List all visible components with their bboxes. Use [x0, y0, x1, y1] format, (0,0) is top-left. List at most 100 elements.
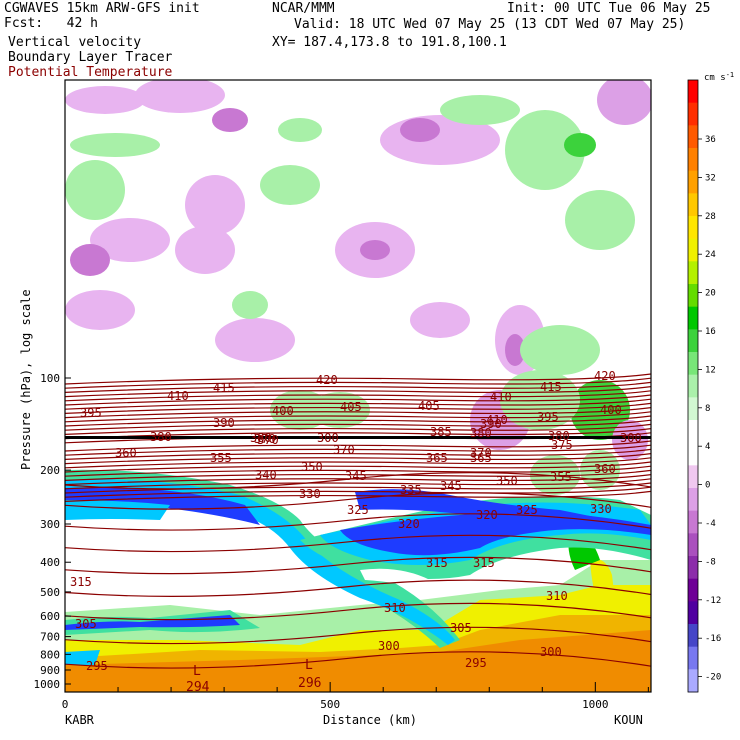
theta-label: 420	[316, 373, 338, 387]
theta-contour	[65, 465, 651, 477]
potential-temperature-contours	[65, 373, 651, 669]
theta-label: 355	[550, 470, 572, 484]
y-tick-label: 200	[40, 464, 60, 477]
theta-label: 325	[516, 503, 538, 517]
velocity-contour	[70, 244, 110, 276]
theta-contour	[65, 469, 651, 481]
fcst-value: 42 h	[66, 16, 98, 31]
colorbar-swatch	[688, 420, 698, 444]
colorbar-label: 20	[705, 289, 716, 299]
theta-label: 370	[254, 432, 276, 446]
theta-contour	[65, 428, 651, 440]
theta-contour	[65, 415, 651, 427]
theta-label: 330	[299, 487, 321, 501]
theta-contour	[65, 440, 651, 452]
theta-contour	[65, 602, 651, 621]
velocity-contour	[564, 133, 596, 157]
velocity-contour	[505, 110, 585, 190]
colorbar-label: 4	[705, 442, 710, 452]
y-tick-label: 400	[40, 556, 60, 569]
theta-label: 410	[490, 390, 512, 404]
colorbar-swatch	[688, 329, 698, 353]
velocity-contour	[310, 392, 370, 428]
plot-frame	[64, 79, 652, 693]
theta-label: 410	[486, 413, 508, 427]
colorbar-swatch	[688, 488, 698, 512]
theta-label: 390	[213, 416, 235, 430]
theta-label: 315	[70, 575, 92, 589]
theta-contour	[65, 398, 651, 410]
theta-label: 310	[384, 601, 406, 615]
theta-label: 385	[430, 425, 452, 439]
velocity-contour	[90, 218, 170, 262]
colorbar-swatch	[688, 170, 698, 194]
colorbar-swatch	[688, 193, 698, 217]
theta-contour	[65, 423, 651, 435]
theta-contour	[65, 472, 651, 490]
x-tick-label: 1000	[582, 698, 609, 711]
theta-label: 300	[378, 639, 400, 653]
theta-contour	[65, 513, 651, 531]
velocity-contour	[65, 290, 135, 330]
x-tick-label: 500	[320, 698, 340, 711]
theta-contour	[65, 492, 651, 510]
velocity-contour	[135, 80, 225, 113]
colorbar-label: -16	[705, 634, 721, 644]
colorbar-swatch	[688, 533, 698, 557]
theta-contour	[65, 457, 651, 469]
theta-label: 360	[115, 446, 137, 460]
colorbar-labels: 36 32 28 24 20 16 12 8 4 0 -4 -8 -12 -16 -20	[698, 135, 721, 683]
field-vertical-velocity: Vertical velocity	[8, 35, 142, 50]
x-right-station: KOUN	[614, 713, 643, 727]
theta-label: 355	[210, 451, 232, 465]
colorbar-label: -8	[705, 557, 716, 567]
colorbar-label: 24	[705, 250, 716, 260]
theta-contour	[65, 478, 651, 490]
theta-contour	[65, 474, 651, 486]
colorbar-swatch	[688, 646, 698, 670]
theta-contour	[65, 651, 651, 669]
x-axis: 0 500 1000	[62, 682, 649, 711]
y-tick-label: 800	[40, 648, 60, 661]
theta-contour	[65, 490, 651, 502]
colorbar-swatch	[688, 442, 698, 466]
colorbar-label: 28	[705, 212, 716, 222]
theta-contour	[65, 386, 651, 398]
fcst-label-text: Fcst:	[4, 16, 44, 31]
colorbar-swatch	[688, 306, 698, 330]
x-tick-label: 0	[62, 698, 69, 711]
theta-label: 415	[540, 380, 562, 394]
y-tick-label: 1000	[34, 678, 61, 691]
theta-label: 380	[150, 430, 172, 444]
y-tick-label: 700	[40, 631, 60, 644]
colorbar-label: 8	[705, 404, 710, 414]
theta-contour	[65, 556, 651, 575]
theta-contour	[65, 534, 651, 553]
colorbar-swatch	[688, 216, 698, 240]
low-value-west: 294	[186, 680, 210, 695]
theta-label: 320	[476, 508, 498, 522]
theta-label: 395	[80, 406, 102, 420]
theta-label: 420	[594, 369, 616, 383]
theta-contour	[65, 381, 651, 393]
theta-label: 310	[546, 589, 568, 603]
colorbar-swatch	[688, 669, 698, 693]
theta-label: 365	[426, 451, 448, 465]
theta-label: 365	[470, 451, 492, 465]
colorbar-swatch	[688, 148, 698, 172]
colorbar-swatch	[688, 465, 698, 489]
theta-label: 390	[480, 417, 502, 431]
theta-contour	[65, 448, 651, 460]
theta-contour	[65, 461, 651, 473]
velocity-contour	[70, 133, 160, 157]
theta-label: 350	[496, 474, 518, 488]
model-title: CGWAVES 15km ARW-GFS init	[4, 1, 200, 16]
colorbar-unit-text: cm s	[704, 73, 726, 83]
theta-contour	[65, 419, 651, 431]
valid-time: Valid: 18 UTC Wed 07 May 25 (13 CDT Wed …	[294, 17, 686, 32]
theta-label: 360	[594, 462, 616, 476]
theta-label: 305	[450, 621, 472, 635]
